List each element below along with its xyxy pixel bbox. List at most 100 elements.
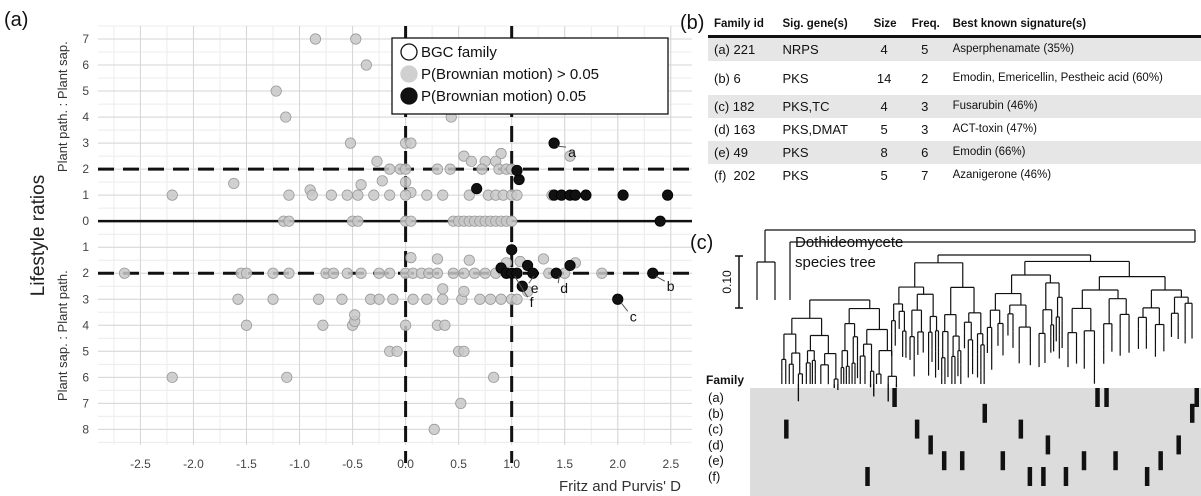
black-point <box>617 189 629 201</box>
y-tick-label: 0 <box>82 214 89 228</box>
presence-mark <box>1104 388 1109 407</box>
grey-point <box>537 253 550 265</box>
grey-point <box>341 189 353 201</box>
grey-point <box>336 293 348 305</box>
grey-point <box>281 371 293 383</box>
presence-mark <box>914 419 920 439</box>
grey-point <box>400 189 412 201</box>
panel-a-label: (a) <box>4 9 28 31</box>
x-tick-label: -0.5 <box>342 457 363 471</box>
grey-point <box>495 293 507 305</box>
y-tick-label: 3 <box>82 136 89 150</box>
tree-label-line1: Dothideomycete <box>795 234 903 251</box>
grey-point <box>476 163 488 175</box>
grey-point <box>376 175 388 187</box>
heatmap-row-label: (f) <box>708 469 720 484</box>
legend-marker-grey <box>400 65 418 83</box>
presence-mark <box>1176 435 1181 455</box>
black-point <box>612 293 624 305</box>
y-axis-subtitle-bottom: Plant sap. : Plant path. <box>55 270 70 401</box>
table-cell: PKS,TC <box>776 95 866 118</box>
grey-point <box>439 319 451 331</box>
table-cell: Azanigerone (46%) <box>952 169 1052 181</box>
grey-point <box>349 309 361 321</box>
black-point <box>564 259 576 272</box>
panel-a-scatter: a b c d ef -2.5 -2.0 -1.5 -1.0 -0.5 0.0 0.5 1.0 1.5 2.… <box>4 9 692 495</box>
grey-point <box>327 267 340 279</box>
grey-point <box>405 215 417 227</box>
grey-point <box>463 189 475 201</box>
grey-point <box>352 189 364 201</box>
grey-point <box>405 137 417 149</box>
grey-point <box>270 85 282 97</box>
point-label-f: f <box>530 294 534 310</box>
grey-point <box>355 267 367 279</box>
grey-point <box>166 371 178 383</box>
table-header-cell: Family id <box>708 14 777 38</box>
table-cell: 2 <box>921 70 929 86</box>
grey-point <box>511 189 523 201</box>
grey-point <box>421 293 433 305</box>
grey-point <box>384 163 396 175</box>
table-cell: (e) 49 <box>708 141 777 164</box>
grey-point <box>506 215 518 227</box>
y-tick-label: 1 <box>82 240 89 254</box>
table-cell: PKS <box>782 70 809 86</box>
grey-point <box>431 163 444 175</box>
table-body: (a) 221 NRPS 4 5 Asperphenamate (35%) (b) 6 PK… <box>708 36 1201 188</box>
presence-mark <box>1000 451 1006 471</box>
grey-point <box>400 163 412 175</box>
presence-mark <box>892 388 897 407</box>
grey-point <box>465 155 477 167</box>
grey-point <box>479 267 491 279</box>
signature-table-wrap: Family id Sig. gene(s) Size Freq. Best known… <box>708 14 1201 187</box>
grey-point <box>373 267 385 279</box>
grey-point <box>355 179 367 191</box>
table-cell: 3 <box>902 95 947 118</box>
point-label-e: e <box>531 280 539 296</box>
grey-point <box>240 319 253 331</box>
black-point <box>580 189 592 201</box>
grey-point <box>596 267 608 279</box>
grey-point <box>511 293 523 305</box>
table-cell: (c) 182 <box>708 95 777 118</box>
heatmap-row-label: (a) <box>708 390 724 405</box>
grey-point <box>267 293 279 305</box>
grey-point <box>447 267 459 279</box>
label-leader <box>655 275 665 282</box>
panel-b-label: (b) <box>680 12 705 34</box>
table-header-cell: Best known signature(s) <box>946 14 1201 38</box>
y-tick-label: 6 <box>82 58 89 72</box>
table-cell: PKS,DMAT <box>782 122 849 137</box>
legend-marker-open <box>400 43 418 61</box>
grey-point <box>458 345 470 357</box>
table-cell: 4 <box>865 36 903 61</box>
table-cell: 4 <box>865 95 903 118</box>
grey-point <box>474 293 486 305</box>
heatmap-row-label: (d) <box>708 437 724 452</box>
grey-point <box>407 293 419 305</box>
heatmap-row-label: (c) <box>708 422 723 437</box>
x-tick-label: 2.5 <box>662 457 679 471</box>
y-tick-label: 2 <box>82 162 89 176</box>
black-point <box>662 189 674 201</box>
y-tick-label: 5 <box>82 344 89 358</box>
grey-point <box>468 267 481 279</box>
grey-point <box>228 177 240 190</box>
grey-point <box>280 111 292 123</box>
table-cell: NRPS <box>776 36 866 61</box>
table-cell: Emodin (66%) <box>946 141 1201 164</box>
grey-point <box>325 189 337 201</box>
point-label-d: d <box>560 280 568 296</box>
y-tick-label: 3 <box>82 292 89 306</box>
y-tick-label: 5 <box>82 84 89 98</box>
point-label-c: c <box>630 308 637 324</box>
grey-point <box>431 267 444 279</box>
point-label-a: a <box>568 144 576 160</box>
y-axis-subtitle-top: Plant path. : Plant sap. <box>55 41 70 172</box>
presence-mark <box>1189 403 1195 423</box>
black-point <box>654 215 666 227</box>
presence-mark <box>1045 435 1051 455</box>
table-row: (b) 6 PKS 14 2 Emodin, Emericellin, Pestheic… <box>708 61 1201 95</box>
table-cell: Fusarubin (46%) <box>946 95 1201 118</box>
